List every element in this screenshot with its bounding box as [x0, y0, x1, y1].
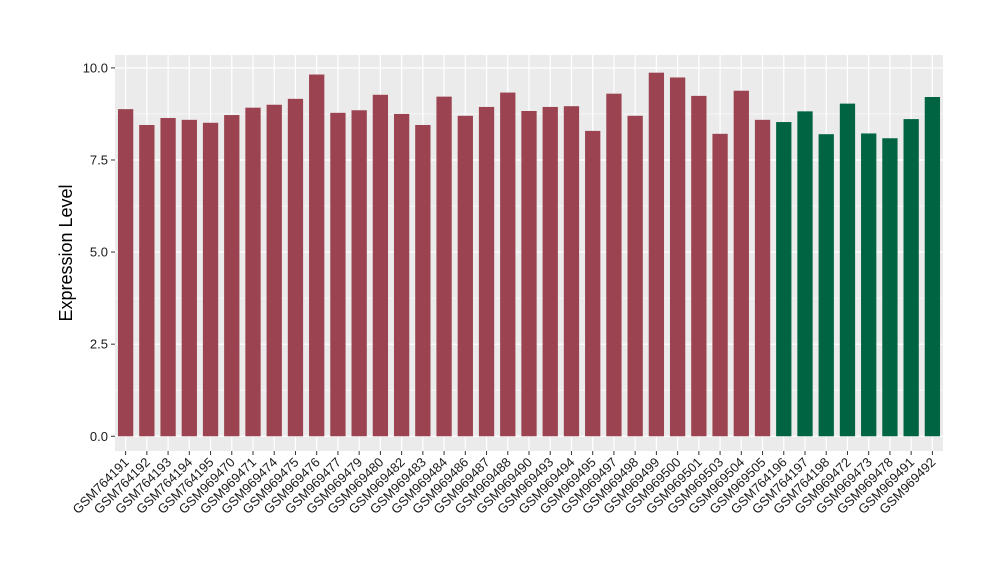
- y-axis-title: Expression Level: [56, 184, 76, 321]
- x-axis: GSM764191GSM764192GSM764193GSM764194GSM7…: [70, 451, 939, 517]
- bar-GSM969478: [882, 138, 898, 437]
- bar-GSM969505: [754, 119, 771, 437]
- bar-GSM764196: [776, 122, 792, 437]
- bar-GSM969471: [245, 107, 261, 437]
- y-tick-label: 7.5: [90, 152, 108, 167]
- bar-GSM969501: [691, 95, 707, 437]
- bar-GSM969487: [478, 106, 495, 437]
- bar-GSM764191: [117, 109, 134, 437]
- bar-GSM764193: [160, 117, 176, 437]
- y-tick-label: 0.0: [90, 429, 108, 444]
- y-tick-label: 10.0: [83, 60, 108, 75]
- bar-GSM969498: [627, 115, 643, 437]
- bar-GSM969503: [712, 133, 728, 437]
- bars: [117, 72, 941, 437]
- bar-GSM969476: [309, 74, 325, 437]
- bar-GSM969493: [542, 106, 558, 437]
- bar-GSM764198: [818, 134, 834, 437]
- bar-GSM764194: [181, 119, 197, 437]
- bar-GSM969470: [224, 115, 240, 437]
- bar-GSM969504: [733, 90, 749, 437]
- bar-GSM969482: [393, 113, 410, 437]
- bar-GSM764197: [797, 111, 813, 437]
- bar-GSM969490: [521, 110, 537, 437]
- bar-GSM764192: [139, 124, 155, 437]
- bar-GSM969491: [903, 119, 919, 437]
- bar-GSM969472: [839, 103, 856, 437]
- y-axis: 0.0 2.5 5.0 7.5 10.0: [83, 60, 115, 444]
- bar-GSM969483: [415, 124, 431, 437]
- bar-GSM969480: [372, 94, 389, 437]
- bar-GSM969494: [563, 106, 580, 437]
- bar-GSM969475: [287, 98, 304, 437]
- bar-GSM969492: [924, 96, 941, 437]
- bar-GSM969500: [669, 77, 686, 437]
- bar-GSM969473: [861, 133, 877, 437]
- bar-GSM969479: [351, 110, 367, 437]
- bar-GSM969497: [606, 93, 622, 437]
- bar-GSM969488: [500, 92, 516, 437]
- bar-GSM969486: [457, 115, 473, 437]
- bar-GSM969474: [266, 104, 282, 437]
- bar-GSM969484: [436, 96, 452, 437]
- bar-GSM969495: [585, 130, 601, 437]
- y-tick-label: 2.5: [90, 337, 108, 352]
- bar-GSM969477: [330, 112, 346, 437]
- bar-GSM969499: [648, 72, 665, 437]
- y-tick-label: 5.0: [90, 245, 108, 260]
- bar-GSM764195: [202, 122, 219, 437]
